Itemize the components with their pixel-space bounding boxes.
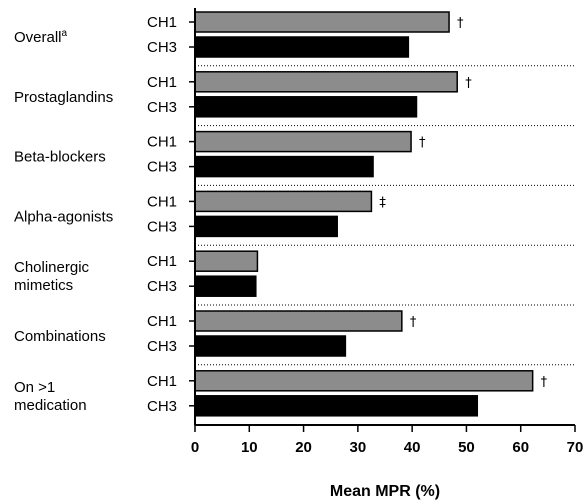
series-label: CH1 [147, 373, 177, 390]
series-label: CH1 [147, 134, 177, 151]
significance-marker: † [457, 16, 464, 31]
bar-ch1 [194, 310, 403, 332]
bar-ch1 [194, 11, 450, 33]
labels: Overalla CH1 † CH3 Prostaglandins CH1 † CH3 Beta… [14, 14, 548, 415]
bar-ch3 [194, 335, 347, 357]
group-separators [195, 65, 575, 366]
group-label: mimetics [14, 277, 73, 294]
bar-ch1 [194, 190, 373, 213]
significance-marker: ‡ [379, 195, 386, 210]
series-label: CH1 [147, 74, 177, 91]
series-label: CH3 [147, 398, 177, 415]
series-label: CH3 [147, 338, 177, 355]
significance-marker: † [419, 136, 426, 151]
group-label: Prostaglandins [14, 89, 113, 106]
series-label: CH3 [147, 159, 177, 176]
bar-ch1 [194, 130, 412, 153]
x-axis-title: Mean MPR (%) [330, 483, 440, 500]
x-tick-label: 30 [350, 439, 367, 456]
group-label-superscript: a [62, 28, 68, 39]
series-label: CH1 [147, 193, 177, 210]
bar-ch3 [194, 36, 410, 58]
x-tick-label: 60 [512, 439, 529, 456]
bar-ch3 [194, 215, 338, 238]
bar-ch1 [194, 370, 534, 392]
series-label: CH1 [147, 253, 177, 270]
x-tick-label: 10 [241, 439, 258, 456]
bar-ch3 [194, 155, 374, 178]
significance-marker: † [541, 375, 548, 390]
significance-marker: † [410, 315, 417, 330]
series-label: CH3 [147, 99, 177, 116]
group-label: Beta-blockers [14, 149, 106, 166]
group-label: On >1 [14, 379, 55, 396]
bar-ch3 [194, 275, 257, 297]
series-label: CH1 [147, 14, 177, 31]
bar-ch1 [194, 250, 259, 272]
series-label: CH3 [147, 278, 177, 295]
series-label: CH1 [147, 313, 177, 330]
bars [194, 11, 534, 417]
series-label: CH3 [147, 39, 177, 56]
bar-ch3 [194, 96, 418, 118]
x-axis: 0 10 20 30 40 50 60 70 [189, 8, 583, 456]
bar-ch3 [194, 395, 479, 417]
group-label: Alpha-agonists [14, 208, 113, 225]
group-label: Cholinergic [14, 259, 90, 276]
x-tick-label: 20 [295, 439, 312, 456]
significance-marker: † [465, 76, 472, 91]
bar-ch1 [194, 71, 458, 93]
series-label: CH3 [147, 218, 177, 235]
x-tick-label: 50 [458, 439, 475, 456]
x-tick-label: 70 [567, 439, 584, 456]
group-label: medication [14, 397, 87, 414]
x-tick-label: 0 [191, 439, 199, 456]
x-tick-label: 40 [404, 439, 421, 456]
group-label: Overalla [14, 28, 68, 46]
group-label: Combinations [14, 328, 106, 345]
